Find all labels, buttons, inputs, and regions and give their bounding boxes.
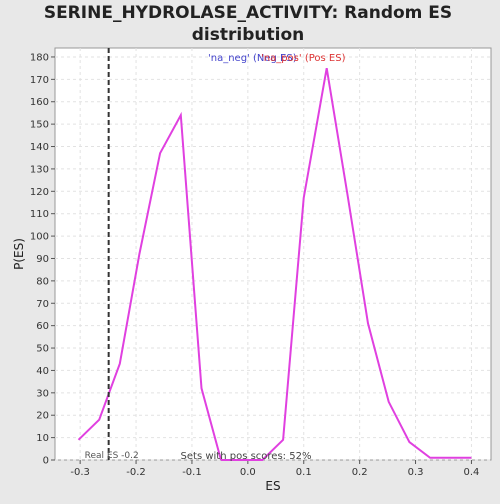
y-tick-label: 180 (30, 52, 49, 63)
x-tick-label: -0.2 (126, 467, 146, 478)
y-tick-label: 140 (30, 142, 49, 153)
x-tick-label: -0.3 (70, 467, 90, 478)
series-line-1 (221, 68, 472, 461)
y-tick-label: 150 (30, 120, 49, 131)
y-axis-label: P(ES) (12, 238, 26, 270)
y-tick-label: 80 (36, 276, 49, 287)
y-tick-label: 20 (36, 411, 49, 422)
x-tick-label: 0.0 (240, 467, 256, 478)
plot-area (54, 47, 492, 461)
x-tick-label: 0.3 (408, 467, 424, 478)
y-tick-label: 170 (30, 75, 49, 86)
x-tick-label: 0.1 (296, 467, 312, 478)
y-tick-label: 160 (30, 97, 49, 108)
grid (55, 48, 491, 461)
y-tick-label: 60 (36, 321, 49, 332)
real-es-label: Real ES -0.2 (85, 451, 139, 461)
x-tick-label: -0.1 (182, 467, 202, 478)
series-line-0 (77, 111, 222, 461)
legend-neg: 'na_neg' (Neg ES) (208, 53, 297, 64)
y-tick-label: 50 (36, 344, 49, 355)
y-tick-label: 110 (30, 209, 49, 220)
chart-title-line2: distribution (192, 25, 304, 45)
y-tick-label: 130 (30, 164, 49, 175)
y-tick-label: 120 (30, 187, 49, 198)
x-tick-label: 0.4 (463, 467, 479, 478)
legend-pos: 'na_pos' (Pos ES) (261, 53, 346, 64)
y-tick-label: 90 (36, 254, 49, 265)
x-axis-label: ES (265, 479, 280, 493)
pos-scores-annotation: Sets with pos scores: 52% (181, 451, 312, 462)
x-tick-label: 0.2 (352, 467, 368, 478)
y-tick-label: 100 (30, 232, 49, 243)
chart-title-line1: SERINE_HYDROLASE_ACTIVITY: Random ES (44, 3, 452, 23)
y-tick-label: 40 (36, 366, 49, 377)
y-tick-label: 70 (36, 299, 49, 310)
series-lines (77, 68, 472, 461)
y-tick-label: 0 (43, 456, 49, 467)
y-tick-label: 30 (36, 388, 49, 399)
axes: 0 10 20 30 40 50 60 70 80 90 100 110 120 130 140 150 160… (30, 52, 479, 478)
y-tick-label: 10 (36, 433, 49, 444)
